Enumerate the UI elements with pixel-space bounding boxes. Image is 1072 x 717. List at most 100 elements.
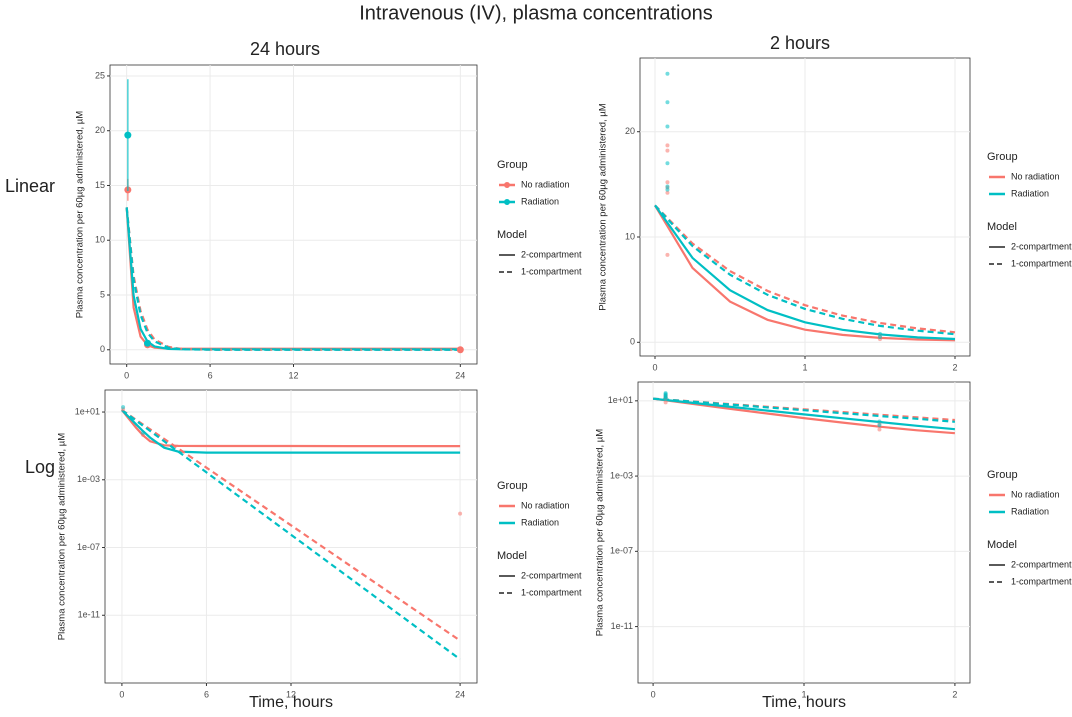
row-label: Linear [5,176,55,196]
observation [878,331,882,336]
y-tick-label: 0 [630,337,635,347]
curve [652,397,955,431]
legend-label: 2-compartment [1011,241,1072,251]
y-tick-label: 1e+01 [608,395,633,405]
legend-title: Group [987,151,1018,163]
legend-title: Group [987,469,1018,481]
curve [121,409,461,661]
observation [665,148,670,153]
observation [665,71,670,76]
observation [121,405,126,410]
y-tick-label: 1e+01 [75,406,100,416]
y-tick-label: 1e-11 [611,621,633,631]
y-axis-label: Plasma concentration per 60µg administer… [57,433,68,640]
observation [124,131,132,139]
curve [654,204,956,334]
x-tick-label: 6 [208,370,213,380]
y-tick-label: 1e-11 [78,610,100,620]
observation [456,346,464,354]
y-tick-label: 1e-03 [77,474,100,484]
x-axis-label: Time, hours [762,694,846,711]
observation [665,161,670,166]
legend-label: Radiation [1011,506,1049,516]
legend-key [504,199,510,205]
legend-label: Radiation [1011,188,1049,198]
observation [141,430,146,435]
y-tick-label: 1e-07 [610,546,633,556]
observation [665,100,670,105]
y-tick-label: 15 [95,180,105,190]
observation [878,335,882,340]
column-title: 24 hours [250,39,320,59]
figure-title: Intravenous (IV), plasma concentrations [359,2,713,24]
observation [665,190,670,195]
column-title: 2 hours [770,33,830,53]
x-tick-label: 0 [124,370,129,380]
y-tick-label: 25 [95,70,105,80]
legend-title: Model [987,539,1017,551]
legend-label: 2-compartment [1011,559,1072,569]
curve [654,204,956,336]
legend-title: Group [497,480,528,492]
legend-key [504,182,510,188]
curve [654,204,956,342]
legend-title: Model [497,229,527,241]
y-axis-label: Plasma concentration per 60µg administer… [595,429,606,636]
legend-label: No radiation [521,179,570,189]
curve [654,204,956,341]
y-tick-label: 1e-07 [77,542,100,552]
x-tick-label: 6 [204,689,209,699]
legend-label: 1-compartment [521,266,582,276]
curve [121,409,461,642]
x-tick-label: 12 [286,689,296,699]
curve [652,397,955,435]
x-tick-label: 1 [802,362,807,372]
observation [665,143,670,148]
legend-label: 1-compartment [521,587,582,597]
legend-label: No radiation [521,500,570,510]
y-axis-label: Plasma concentration per 60µg administer… [75,111,86,318]
observation [665,124,670,129]
curve [125,207,461,351]
legend-title: Model [497,550,527,562]
x-tick-label: 0 [651,689,656,699]
legend-label: 1-compartment [1011,258,1072,268]
curve [121,409,461,448]
row-label: Log [25,457,55,477]
y-tick-label: 10 [625,231,635,241]
observation [665,187,670,192]
x-tick-label: 0 [652,362,657,372]
observation [144,339,152,347]
legend-title: Model [987,221,1017,233]
legend-label: 1-compartment [1011,576,1072,586]
x-tick-label: 24 [455,689,465,699]
legend-label: 2-compartment [521,249,582,259]
legend-label: 2-compartment [521,570,582,580]
legend-label: Radiation [521,517,559,527]
legend-title: Group [497,159,528,171]
observation [877,423,882,428]
x-tick-label: 1 [801,689,806,699]
y-tick-label: 0 [100,344,105,354]
x-tick-label: 24 [455,370,465,380]
y-tick-label: 20 [625,126,635,136]
x-tick-label: 0 [119,689,124,699]
observation [665,184,670,189]
y-tick-label: 5 [100,289,105,299]
y-axis-label: Plasma concentration per 60µg administer… [598,103,609,310]
y-tick-label: 1e-03 [610,470,633,480]
observation [665,252,670,257]
observation [665,180,670,185]
curve [653,397,955,423]
x-axis-label: Time, hours [249,694,333,711]
x-tick-label: 2 [952,362,957,372]
y-tick-label: 10 [95,235,105,245]
legend-label: Radiation [521,196,559,206]
observation [663,400,668,405]
legend-label: No radiation [1011,489,1060,499]
observation [663,395,668,400]
observation [877,419,882,424]
x-tick-label: 2 [952,689,957,699]
observation [877,427,882,432]
